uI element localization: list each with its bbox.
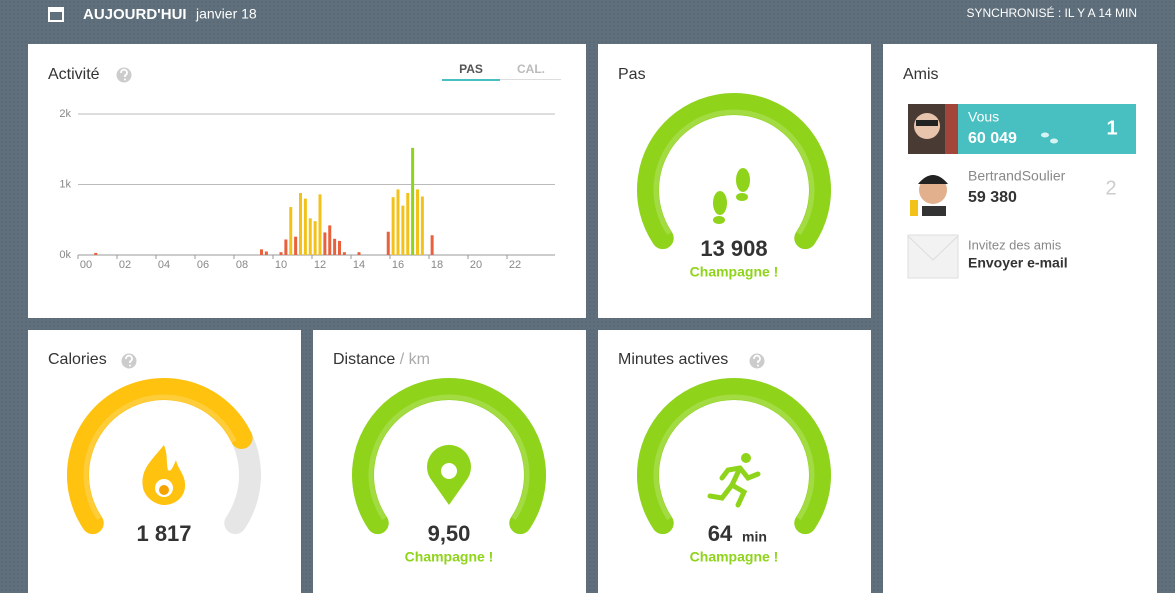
minutes-unit: min	[742, 529, 767, 545]
bar	[342, 252, 346, 255]
bar	[303, 198, 307, 255]
bar	[357, 252, 361, 255]
tab-steps[interactable]: PAS	[459, 62, 483, 76]
bar	[308, 218, 312, 255]
x-tick-label: 16	[392, 259, 404, 271]
bar	[338, 240, 341, 255]
y-tick-label: 1k	[59, 178, 71, 190]
calories-value: 1 817	[136, 521, 191, 546]
envelope-icon[interactable]	[907, 234, 959, 279]
avatar	[908, 104, 958, 154]
friends-title: Amis	[903, 66, 939, 83]
bar	[416, 189, 419, 255]
tab-calories[interactable]: CAL.	[517, 62, 545, 76]
bar	[299, 192, 302, 255]
friend-name: Vous	[968, 109, 999, 125]
avatar[interactable]	[908, 166, 958, 216]
runner-icon	[707, 453, 761, 508]
distance-title-text: Distance	[333, 351, 395, 368]
bar	[289, 207, 293, 255]
bar	[294, 236, 298, 255]
activity-card	[28, 44, 586, 318]
friend-name[interactable]: BertrandSoulier	[968, 168, 1066, 184]
distance-value: 9,50	[428, 521, 471, 546]
help-icon	[121, 353, 137, 369]
bar	[318, 194, 322, 255]
tab-underline	[442, 79, 500, 81]
footprints-icon	[713, 168, 750, 224]
bar	[260, 249, 263, 255]
bar	[401, 205, 405, 255]
distance-title: Distance / km	[333, 351, 430, 368]
gauge-inner	[368, 394, 530, 521]
bar	[430, 235, 434, 255]
x-tick-label: 06	[197, 259, 209, 271]
y-tick-label: 0k	[59, 249, 71, 261]
bar	[323, 232, 327, 255]
minutes-status: Champagne !	[690, 549, 779, 565]
gauge-inner	[653, 394, 815, 521]
gauge-inner	[653, 109, 815, 236]
x-tick-label: 02	[119, 259, 131, 271]
minutes-value: 64	[708, 521, 733, 546]
friend-rank: 2	[1105, 177, 1116, 199]
friend-rank: 1	[1106, 117, 1117, 139]
x-tick-label: 10	[275, 259, 287, 271]
sync-status: SYNCHRONISÉ : IL Y A 14 MIN	[966, 5, 1137, 20]
x-tick-label: 20	[470, 259, 482, 271]
bar	[264, 251, 268, 255]
distance-status: Champagne !	[405, 549, 494, 565]
bar	[328, 225, 332, 255]
friend-steps: 60 049	[968, 130, 1017, 147]
x-tick-label: 14	[353, 259, 365, 271]
help-icon	[116, 67, 132, 83]
distance-unit: / km	[400, 351, 430, 368]
gauge-fill	[637, 93, 831, 250]
header-date: janvier 18	[195, 6, 257, 22]
gauge-inner	[83, 394, 237, 521]
bar	[420, 196, 424, 255]
bar	[391, 197, 395, 255]
bar	[313, 221, 317, 255]
bar	[284, 239, 288, 255]
gauge-fill	[352, 378, 546, 535]
x-tick-label: 04	[158, 259, 170, 271]
pin-icon	[427, 444, 472, 505]
invite-title: Invitez des amis	[968, 237, 1062, 252]
x-tick-label: 08	[236, 259, 248, 271]
bar	[406, 192, 410, 255]
tab-line	[500, 79, 561, 80]
steps-value: 13 908	[700, 236, 767, 261]
x-tick-label: 18	[431, 259, 443, 271]
header-title: AUJOURD'HUI	[83, 6, 187, 23]
calories-title: Calories	[48, 351, 107, 368]
invite-action[interactable]: Envoyer e-mail	[968, 255, 1068, 271]
x-tick-label: 22	[509, 259, 521, 271]
steps-title: Pas	[618, 66, 646, 83]
bar	[386, 231, 390, 255]
gauge-fill	[637, 378, 831, 535]
bar	[94, 252, 98, 255]
gauge-fill	[67, 378, 253, 535]
bar	[411, 147, 415, 255]
x-tick-label: 12	[314, 259, 326, 271]
flame-icon	[142, 445, 186, 505]
y-tick-label: 2k	[59, 108, 71, 120]
help-icon	[749, 353, 765, 369]
x-tick-label: 00	[80, 259, 92, 271]
bar	[333, 238, 337, 255]
bar	[279, 252, 283, 255]
minutes-title: Minutes actives	[618, 351, 728, 368]
activity-title: Activité	[48, 66, 100, 83]
friend-steps: 59 380	[968, 189, 1017, 206]
steps-icon	[1041, 132, 1058, 144]
bar	[396, 189, 400, 255]
steps-status: Champagne !	[690, 264, 779, 280]
